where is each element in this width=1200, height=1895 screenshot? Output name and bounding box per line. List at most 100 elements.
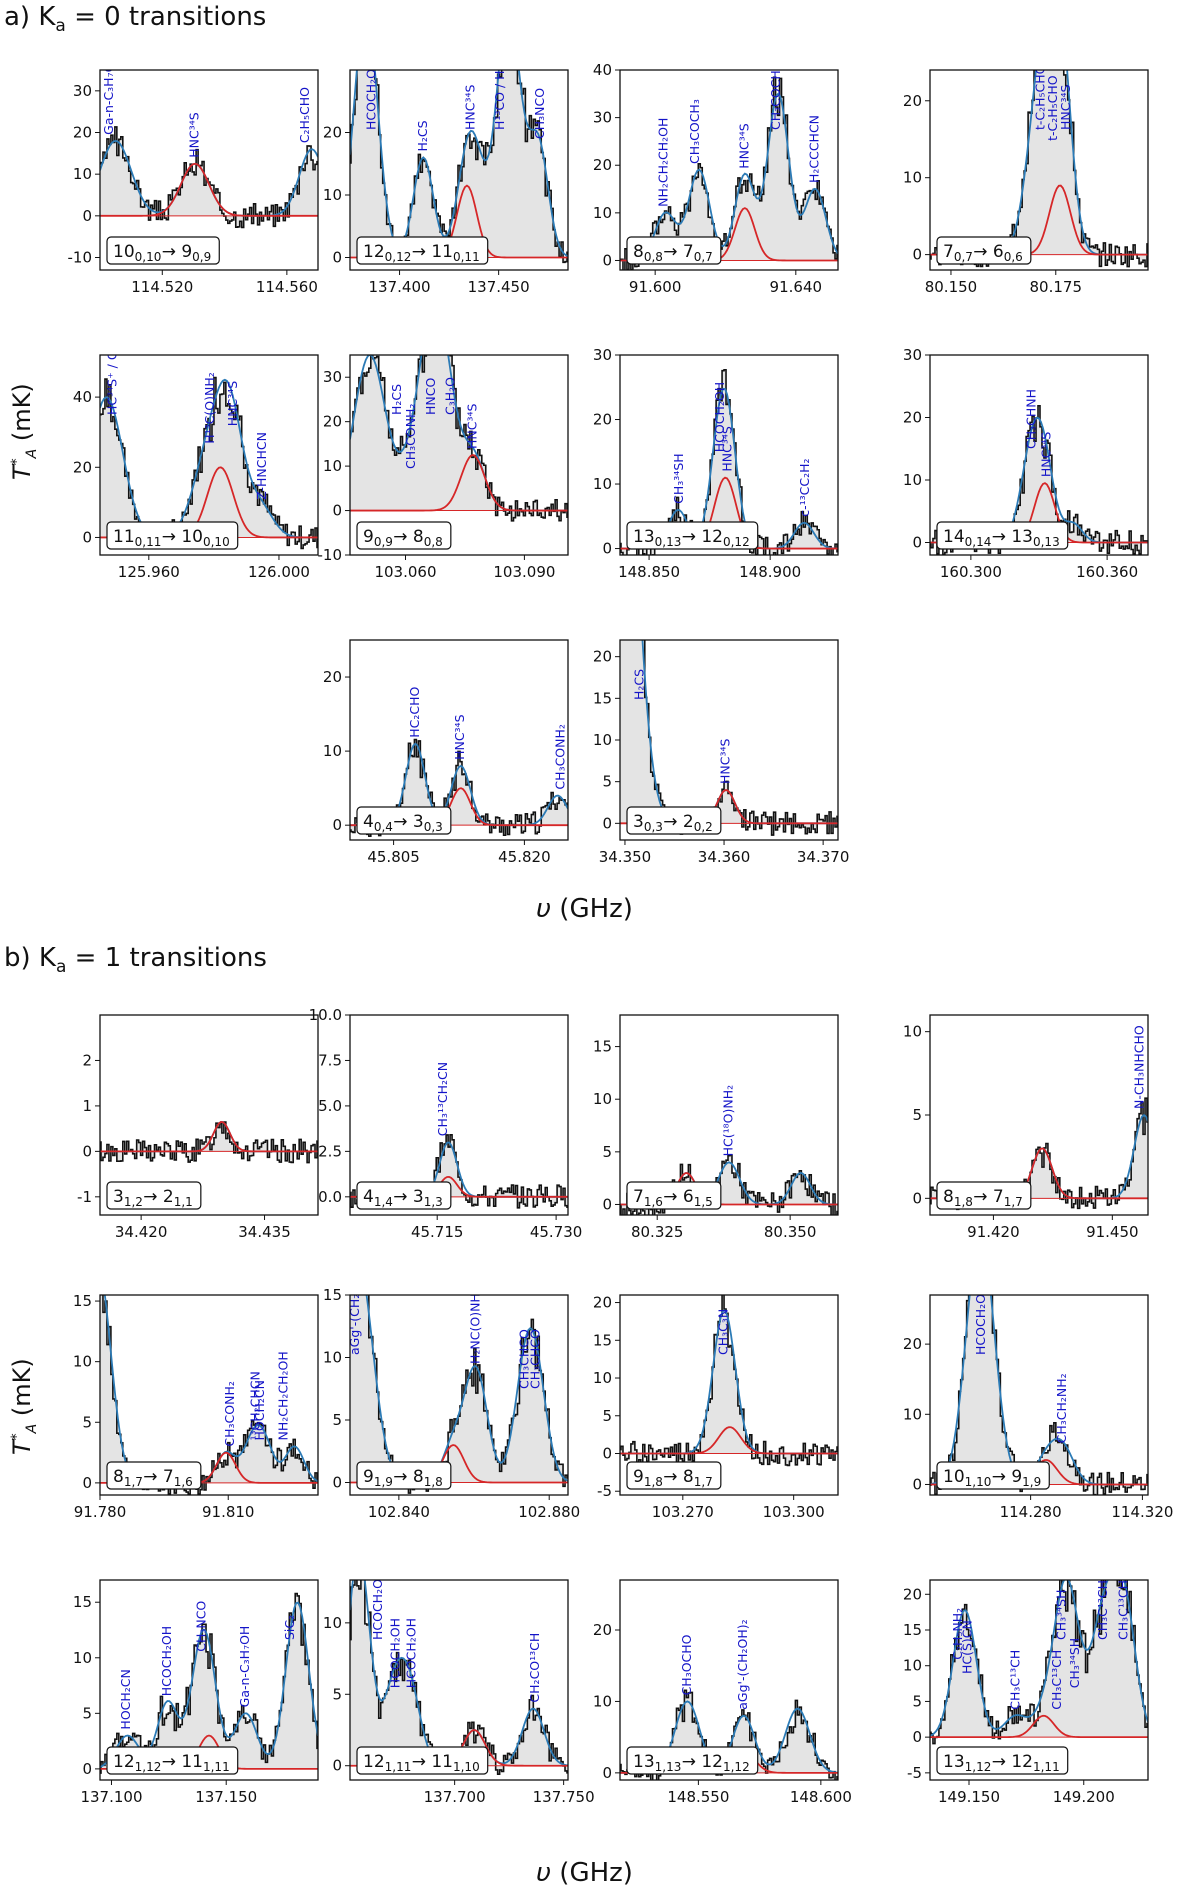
x-tick-label: 137.400 [369,278,431,296]
transition-sub: 1,7 [124,1475,143,1489]
transition-sub: 0,8 [424,535,443,549]
y-tick-label: 0 [82,1760,92,1778]
y-tick-label: 10 [903,471,922,489]
y-tick-label: 15 [903,1621,922,1639]
molecule-label: CH₃C¹³CH [1095,1580,1110,1640]
molecule-label: HNCO [423,378,438,415]
plot-area [100,1121,318,1164]
transition-part: 11 [181,1752,203,1772]
transition-sub: 1,9 [374,1475,393,1489]
transition-label: 81,7 → 71,6 [106,1461,202,1490]
molecule-label: H¹³CO / H₂C¹⁷O [492,37,507,130]
y-tick-label: 20 [323,668,342,686]
x-tick-label: 34.350 [599,848,652,866]
transition-part: 10 [943,1467,965,1487]
x-axis-unit: (GHz) [551,1858,633,1888]
transition-part: → [162,527,182,547]
transition-sub: 0,12 [385,250,412,264]
transition-sub: 1,6 [174,1475,193,1489]
transition-sub: 0,12 [723,535,750,549]
observed-fill [350,1295,568,1494]
spectrum-panel: NH₂CH₂CH₂OH CH₃COCH₃ HNC³⁴S CH₃COCH₃ H₂CCCHC… [593,61,839,296]
x-tick-label: 114.280 [1000,1503,1062,1521]
transition-part: → [992,1467,1012,1487]
transition-label-text: 70,7 → 60,6 [943,242,1023,264]
x-tick-label: 80.175 [1030,278,1083,296]
x-tick-label: 34.370 [797,848,850,866]
transition-label: 91,8 → 81,7 [626,1461,722,1490]
plot-area: HOCH₂CN HCOCH₂OH CH₃NCO Ga-n-C₃H₇OH SiC₂ [100,1592,318,1774]
y-tick-label: 20 [903,1335,922,1353]
model-total-curve [930,1580,1148,1737]
molecule-label: HCOCH₂OH [370,1570,385,1640]
observed-fill [100,1295,318,1495]
spectrum-panel: CH₃C₃N -5 0 5 10 15 20 103.270 103.300 91,8 → 81,… [593,1294,839,1521]
y-tick-label: 5 [602,1407,612,1425]
molecule-label: CH₃CHCO [528,1329,543,1389]
axes-frame [929,1579,1149,1781]
transition-part: 9 [363,1467,374,1487]
axes-frame [349,354,569,556]
spectrum-panel: HC³⁴S⁺ / C₂H₅OH H¹³C(O)NH₂ HNC³⁴SZ-HNCHCN0… [73,354,319,581]
molecule-label: HNC³⁴S [719,426,734,471]
hnc34s-model-curve [930,1714,1148,1739]
y-tick-label: 10 [593,1369,612,1387]
x-tick-label: 148.550 [667,1788,729,1806]
observed-spectrum [620,1295,838,1467]
molecule-label: CH₃CONH₂ [553,724,568,789]
transition-sub: 1,10 [453,1760,480,1774]
transition-sub: 1,5 [694,1195,713,1209]
model-total-curve [365,1295,568,1484]
transition-sub: 1,11 [1033,1760,1060,1774]
transition-part: 14 [943,527,965,547]
molecule-label: HOCH₂CN [252,1380,267,1440]
transition-label-text: 91,8 → 81,7 [633,1467,713,1489]
transition-label: 31,2 → 21,1 [106,1181,202,1210]
spectrum-panel: HC(¹⁸O)NH₂ 0 5 10 15 80.325 80.350 71,6 → 61,5 [593,1014,839,1241]
transition-label: 90,9 → 80,8 [356,521,452,550]
y-tick-label: 15 [593,689,612,707]
transition-label-box [626,521,759,550]
transition-sub: 0,7 [954,250,973,264]
molecule-label: CH₃OCHO [679,1634,694,1695]
transition-sub: 0,11 [135,535,162,549]
x-tick-label: 148.900 [739,563,801,581]
y-tick-label: 20 [73,124,92,142]
transition-part: 12 [701,1752,723,1772]
transition-part: 8 [683,1467,694,1487]
axes-frame [99,1579,319,1781]
transition-label-box [106,521,239,550]
transition-label-text: 130,13 → 120,12 [633,527,750,549]
molecule-label: SiC₂ [282,1615,297,1640]
hnc34s-model-curve [100,1121,318,1153]
molecule-label: HC(¹⁸O)NH₂ [721,1085,736,1157]
molecule-label: t-C₂H₅CHO [1033,64,1048,130]
molecule-label: CH₃³⁴SH [1067,1638,1082,1689]
molecule-label: H₂CS [631,669,646,700]
x-tick-label: 125.960 [118,563,180,581]
transition-sub: 1,10 [965,1475,992,1489]
transition-label-text: 91,9 → 81,8 [363,1467,443,1489]
x-tick-label: 45.820 [498,848,551,866]
transition-label-text: 40,4 → 30,3 [363,812,443,834]
model-total-curve [100,378,318,539]
transition-label-box [936,1181,1032,1210]
x-tick-label: 103.300 [763,1503,825,1521]
y-tick-label: 10 [73,1353,92,1371]
y-tick-label: 10 [73,1649,92,1667]
transition-sub: 0,9 [374,535,393,549]
molecule-label: HNC³⁴S [1058,85,1073,131]
molecule-label: Z-HNCHCN [254,432,269,500]
molecule-label: C₃H₂O [443,377,458,415]
transition-label: 81,8 → 71,7 [936,1181,1032,1210]
y-tick-label: 5 [912,1692,922,1710]
axes-frame [619,1579,839,1781]
transition-sub: 1,8 [424,1475,443,1489]
transition-sub: 0,2 [694,820,713,834]
plot-area: NH₂CH₂CH₂OH CH₃COCH₃ HNC³⁴S CH₃COCH₃ H₂CCCHC… [620,70,838,270]
